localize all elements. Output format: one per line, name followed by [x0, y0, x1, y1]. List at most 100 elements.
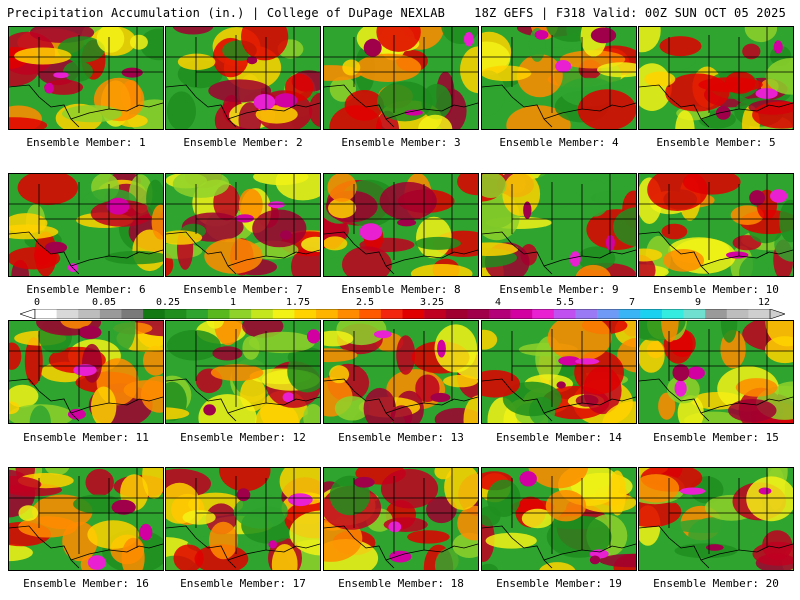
- colorbar-min-arrow: [20, 309, 36, 319]
- member-caption: Ensemble Member: 13: [338, 431, 464, 444]
- member-caption: Ensemble Member: 14: [496, 431, 622, 444]
- colorbar-swatch: [510, 309, 533, 319]
- member-caption: Ensemble Member: 11: [23, 431, 149, 444]
- precip-map: [324, 27, 478, 129]
- colorbar-tick-label: 5.5: [555, 297, 575, 308]
- ensemble-map-panel: [165, 320, 321, 424]
- colorbar-swatch: [35, 309, 57, 319]
- colorbar-swatch: [359, 309, 382, 319]
- precip-map: [482, 321, 636, 423]
- ensemble-map-panel: [638, 26, 794, 130]
- ensemble-map-panel: [323, 320, 479, 424]
- ensemble-map-panel: [481, 320, 637, 424]
- precip-map: [482, 27, 636, 129]
- colorbar-swatch: [488, 309, 511, 319]
- colorbar-swatch: [575, 309, 598, 319]
- colorbar-swatch: [186, 309, 209, 319]
- colorbar-swatch: [229, 309, 252, 319]
- member-caption: Ensemble Member: 10: [653, 283, 779, 296]
- colorbar-swatch: [402, 309, 425, 319]
- colorbar-swatch: [424, 309, 447, 319]
- colorbar-swatch: [683, 309, 706, 319]
- colorbar-swatch: [164, 309, 187, 319]
- colorbar-tick-label: 1.75: [285, 297, 311, 308]
- member-caption: Ensemble Member: 8: [341, 283, 461, 296]
- ensemble-map-panel: [323, 467, 479, 571]
- precip-map: [9, 321, 163, 423]
- member-caption: Ensemble Member: 6: [26, 283, 146, 296]
- member-caption: Ensemble Member: 16: [23, 577, 149, 590]
- precip-map: [166, 321, 320, 423]
- colorbar-tick-label: 0.25: [155, 297, 181, 308]
- ensemble-map-panel: [481, 467, 637, 571]
- ensemble-map-panel: [481, 173, 637, 277]
- ensemble-map-panel: [165, 467, 321, 571]
- precip-map: [166, 174, 320, 276]
- colorbar-swatch: [251, 309, 274, 319]
- member-caption: Ensemble Member: 12: [180, 431, 306, 444]
- colorbar-swatch: [294, 309, 317, 319]
- colorbar-tick-labels: 0 0.05 0.25 1 1.75 2.5 3.25 4 5.5 7 9 12: [0, 297, 800, 309]
- precip-map: [9, 27, 163, 129]
- colorbar-swatch: [272, 309, 295, 319]
- colorbar-swatch: [99, 309, 122, 319]
- colorbar-swatch: [207, 309, 230, 319]
- colorbar-tick-label: 9: [694, 297, 702, 308]
- map-title: Precipitation Accumulation (in.) | Colle…: [7, 6, 446, 20]
- precip-map: [9, 468, 163, 570]
- colorbar-swatch: [316, 309, 338, 319]
- colorbar-swatch: [532, 309, 555, 319]
- colorbar-swatch: [56, 309, 79, 319]
- ensemble-map-panel: [481, 26, 637, 130]
- colorbar-tick-label: 7: [628, 297, 636, 308]
- member-caption: Ensemble Member: 20: [653, 577, 779, 590]
- precip-map: [482, 468, 636, 570]
- colorbar-swatch: [143, 309, 166, 319]
- ensemble-map-panel: [638, 173, 794, 277]
- precip-map: [166, 468, 320, 570]
- member-caption: Ensemble Member: 5: [656, 136, 776, 149]
- model-run-info: 18Z GEFS | F318 Valid: 00Z SUN OCT 05 20…: [474, 6, 786, 20]
- ensemble-map-panel: [8, 320, 164, 424]
- ensemble-map-panel: [323, 173, 479, 277]
- colorbar-swatch: [618, 309, 641, 319]
- colorbar-swatch: [748, 309, 771, 319]
- colorbar-swatch: [726, 309, 749, 319]
- colorbar-swatch: [445, 309, 468, 319]
- ensemble-map-panel: [8, 26, 164, 130]
- precip-map: [639, 27, 793, 129]
- precip-map: [166, 27, 320, 129]
- member-caption: Ensemble Member: 3: [341, 136, 461, 149]
- ensemble-map-panel: [165, 26, 321, 130]
- ensemble-map-panel: [165, 173, 321, 277]
- colorbar-swatch: [640, 309, 663, 319]
- ensemble-map-panel: [8, 173, 164, 277]
- member-caption: Ensemble Member: 19: [496, 577, 622, 590]
- precip-map: [482, 174, 636, 276]
- colorbar: [20, 309, 785, 319]
- colorbar-tick-label: 2.5: [355, 297, 375, 308]
- member-caption: Ensemble Member: 17: [180, 577, 306, 590]
- member-caption: Ensemble Member: 1: [26, 136, 146, 149]
- member-caption: Ensemble Member: 4: [499, 136, 619, 149]
- precip-map: [9, 174, 163, 276]
- member-caption: Ensemble Member: 9: [499, 283, 619, 296]
- colorbar-tick-label: 0.05: [91, 297, 117, 308]
- precip-map: [639, 321, 793, 423]
- precip-map: [324, 174, 478, 276]
- colorbar-swatch: [78, 309, 101, 319]
- ensemble-map-panel: [8, 467, 164, 571]
- member-caption: Ensemble Member: 15: [653, 431, 779, 444]
- member-caption: Ensemble Member: 7: [183, 283, 303, 296]
- colorbar-tick-label: 0: [33, 297, 41, 308]
- member-caption: Ensemble Member: 2: [183, 136, 303, 149]
- colorbar-tick-label: 4: [494, 297, 502, 308]
- colorbar-swatch: [705, 309, 728, 319]
- precip-map: [639, 174, 793, 276]
- precip-map: [324, 468, 478, 570]
- colorbar-swatch: [121, 309, 144, 319]
- colorbar-max-arrow: [769, 309, 785, 319]
- precip-map: [639, 468, 793, 570]
- colorbar-swatch: [553, 309, 576, 319]
- colorbar-swatch: [380, 309, 403, 319]
